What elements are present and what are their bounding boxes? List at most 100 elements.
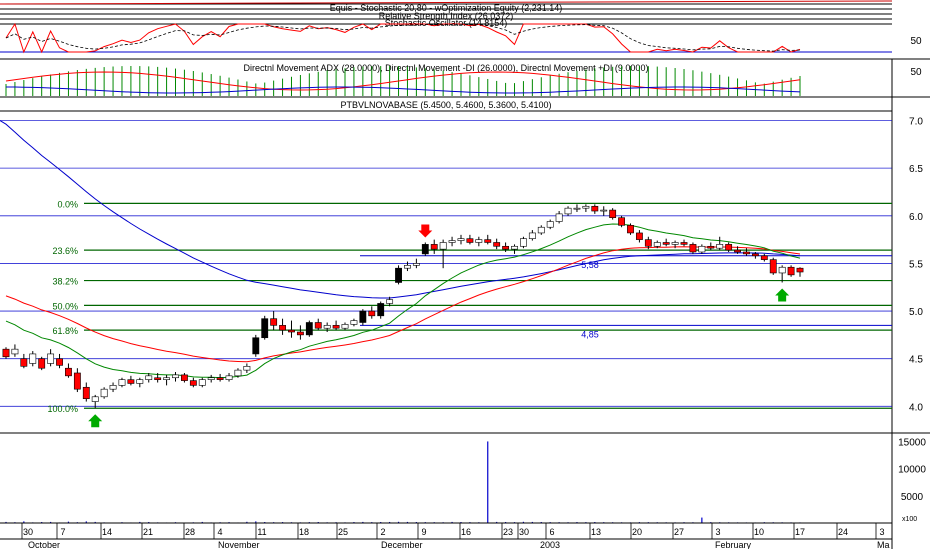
candle-body (377, 303, 385, 317)
candle-body (145, 375, 153, 380)
osc-axis-label: 50 (910, 36, 922, 47)
x-tick-label: 24 (838, 527, 848, 537)
candle-body (448, 240, 456, 243)
level-label: 4,85 (581, 329, 599, 339)
month-label: 2003 (540, 540, 560, 549)
x-tick-label: 10 (754, 527, 764, 537)
candle-body (787, 266, 795, 276)
candle-body (734, 249, 741, 253)
candle-body (261, 318, 269, 339)
fib-label: 38.2% (52, 277, 78, 287)
y-tick-label: 5.5 (909, 259, 923, 270)
candle-body (395, 267, 402, 283)
candle-body (627, 225, 634, 234)
candle-body (296, 331, 304, 336)
x-tick-label: 27 (674, 527, 684, 537)
buy-arrow (88, 414, 103, 428)
x-tick-label: 7 (60, 527, 65, 537)
x-tick-label: 4 (217, 527, 222, 537)
candle-body (760, 255, 768, 260)
candle-body (689, 244, 697, 253)
y-tick-label: 4.0 (909, 402, 923, 413)
candle-body (671, 242, 679, 245)
volume-y-axis: 15000 10000 5000 (898, 437, 926, 502)
candle-body (493, 242, 501, 247)
candle-body (198, 379, 206, 386)
x-tick-label: 20 (632, 527, 642, 537)
candle-body (100, 388, 108, 398)
candle-body (680, 242, 688, 245)
fib-label: 100.0% (47, 404, 78, 414)
volume-unit: x100 (902, 516, 917, 523)
candle-body (609, 209, 617, 218)
candle-body (56, 358, 63, 366)
x-tick-label: 17 (795, 527, 805, 537)
candle-body (127, 379, 135, 384)
candle-body (172, 374, 179, 379)
candle-body (20, 358, 28, 367)
candle-body (555, 213, 563, 222)
candle-body (475, 239, 483, 243)
price-title: PTBVLNOVABASE (5.4500, 5.4600, 5.3600, 5… (341, 100, 552, 110)
candle-body (386, 299, 394, 304)
moving-average-mid (5, 246, 801, 363)
candle-body (29, 353, 37, 364)
x-tick-label: 3 (715, 527, 720, 537)
candle-body (564, 207, 572, 215)
date-x-axis: 30 7 14 21 28 4 11 18 25 2 9 16 23 30 6 13 20 27 3 10 17 24 3 O… (0, 522, 892, 549)
x-tick-label: 21 (143, 527, 153, 537)
candle-body (216, 377, 224, 380)
price-grid (0, 120, 892, 407)
candle-body (439, 242, 447, 250)
candle-body (644, 239, 652, 247)
month-label: November (218, 540, 260, 549)
candle-body (591, 205, 599, 212)
candle-body (181, 374, 188, 381)
candle-body (430, 244, 438, 250)
candle-body (279, 325, 286, 331)
candle-body (350, 320, 358, 325)
x-tick-label: 6 (549, 527, 554, 537)
y-tick-label: 7.0 (909, 117, 923, 128)
fibonacci-levels: 0.0% 23.6% 38.2% 50.0% 61.8% 100.0% (47, 199, 892, 414)
candle-body (288, 329, 295, 333)
candle-body (484, 239, 492, 243)
candle-body (225, 375, 233, 380)
candle-body (769, 259, 777, 274)
candle-body (314, 322, 322, 329)
candle-body (234, 369, 242, 377)
stochastic-signal-line (5, 23, 801, 52)
candle-body (796, 267, 804, 273)
candle-body (520, 238, 527, 247)
oscillator-panel: Equis - Stochastic 20,80 - wOptimization… (0, 0, 930, 60)
rsi-title: Relative Strength Index (26.0372) (379, 11, 514, 21)
y-tick-label: 6.5 (909, 164, 923, 175)
x-tick-label: 11 (257, 527, 266, 537)
x-tick-label: 13 (591, 527, 601, 537)
candle-body (573, 207, 581, 210)
sell-arrow (418, 224, 433, 238)
candle-body (725, 244, 733, 251)
candle-body (537, 226, 545, 234)
level-label: 5,58 (581, 260, 599, 270)
candle-body (270, 318, 278, 326)
fib-label: 0.0% (57, 199, 78, 209)
candlesticks (2, 204, 804, 409)
candle-body (118, 379, 126, 386)
candle-body (368, 310, 376, 317)
candle-body (457, 238, 465, 241)
horizontal-levels: 5,58 4,85 (360, 255, 892, 339)
x-tick-label: 14 (102, 527, 112, 537)
candle-body (778, 266, 786, 274)
moving-average-short (5, 223, 801, 379)
x-tick-label: 28 (185, 527, 195, 537)
candle-body (65, 367, 72, 377)
candle-body (618, 217, 625, 226)
price-y-axis: 7.0 6.5 6.0 5.5 5.0 4.5 4.0 (909, 117, 923, 414)
candle-body (252, 337, 260, 355)
candle-body (305, 322, 313, 336)
candle-body (404, 265, 411, 269)
candle-body (11, 348, 19, 355)
candle-body (109, 385, 117, 390)
